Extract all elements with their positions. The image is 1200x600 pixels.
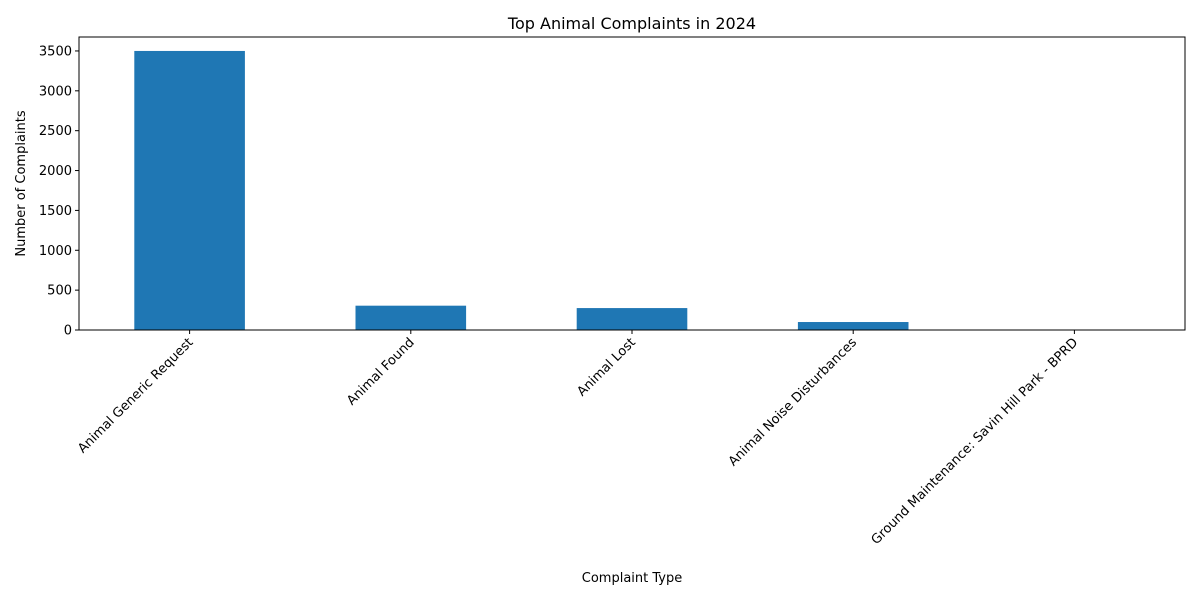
chart-title: Top Animal Complaints in 2024 xyxy=(507,14,756,33)
x-tick-label-3: Animal Noise Disturbances xyxy=(726,335,860,469)
y-tick-label-5: 2500 xyxy=(39,124,72,139)
bar-1 xyxy=(355,305,467,330)
x-tick-label-2: Animal Lost xyxy=(575,335,639,399)
y-tick-label-0: 0 xyxy=(64,324,72,339)
y-axis-title: Number of Complaints xyxy=(14,110,29,256)
x-tick-label-4: Ground Maintenance: Savin Hill Park - BP… xyxy=(869,335,1082,548)
x-axis: Animal Generic Request Animal Found Animal… xyxy=(75,330,1081,548)
bar-0 xyxy=(134,50,245,330)
y-tick-label-1: 500 xyxy=(47,284,72,299)
y-axis: 0 500 1000 1500 2000 2500 3000 3500 xyxy=(39,44,79,339)
x-tick-label-0: Animal Generic Request xyxy=(75,335,196,456)
bars-group xyxy=(134,50,1130,330)
y-tick-label-3: 1500 xyxy=(39,204,72,219)
y-tick-label-6: 3000 xyxy=(39,84,72,99)
x-tick-label-1: Animal Found xyxy=(344,335,417,408)
x-axis-title: Complaint Type xyxy=(582,571,682,586)
bar-3 xyxy=(797,322,909,330)
y-tick-label-4: 2000 xyxy=(39,164,72,179)
bar-2 xyxy=(576,308,688,330)
y-tick-label-2: 1000 xyxy=(39,244,72,259)
y-tick-label-7: 3500 xyxy=(39,44,72,59)
